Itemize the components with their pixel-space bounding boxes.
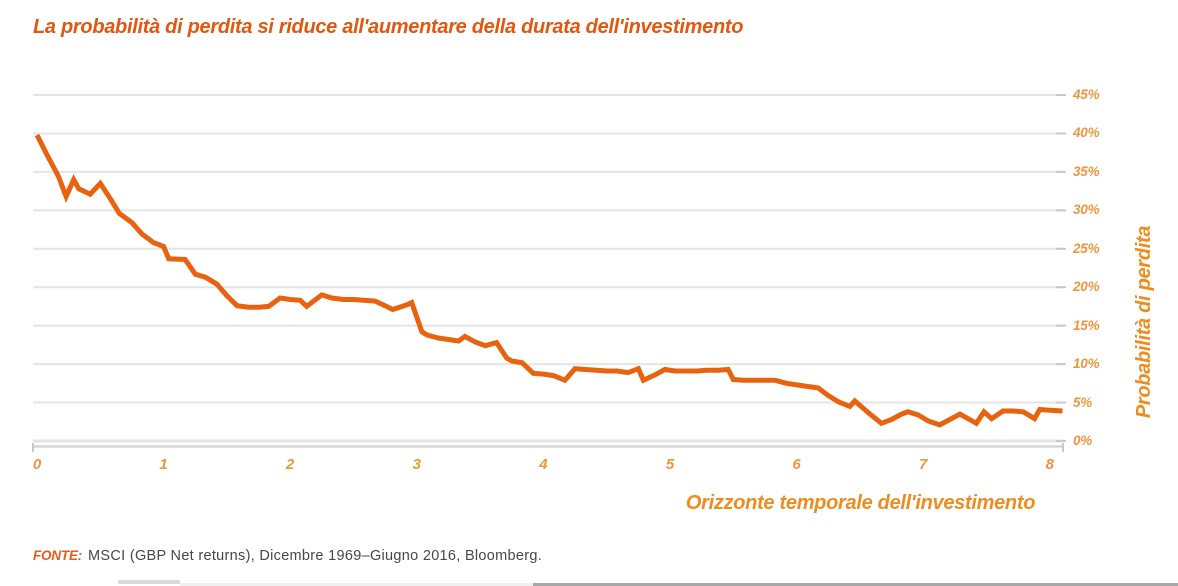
x-tick-label: 4	[539, 456, 548, 473]
x-tick-label: 5	[665, 456, 675, 473]
source-text: MSCI (GBP Net returns), Dicembre 1969–Gi…	[88, 548, 543, 564]
y-tick-label: 20%	[1073, 279, 1100, 295]
x-axis-title: Orizzonte temporale dell'investimento	[685, 492, 1036, 514]
bottom-edge-artifact-right	[533, 583, 1178, 586]
bottom-edge-artifact-left	[118, 580, 180, 584]
y-tick-label: 45%	[1073, 87, 1100, 102]
probability-line-series	[34, 133, 1063, 428]
source-note: FONTE: MSCI (GBP Net returns), Dicembre 1…	[33, 547, 542, 565]
x-tick-label: 3	[412, 456, 421, 473]
x-tick-label: 8	[1045, 456, 1054, 473]
x-tick-label: 1	[159, 456, 168, 473]
y-tick-label: 15%	[1073, 317, 1100, 333]
y-tick-label: 5%	[1073, 394, 1093, 410]
y-tick-label: 30%	[1073, 202, 1100, 218]
x-tick-label: 2	[286, 456, 295, 473]
x-tick-label: 6	[792, 456, 801, 473]
x-tick-label: 0	[32, 456, 42, 473]
y-tick-label: 0%	[1073, 433, 1093, 448]
x-tick-label: 7	[919, 456, 928, 473]
y-axis-title: Probabilità di perdita	[1133, 225, 1155, 419]
chart-title: La probabilità di perdita si riduce all'…	[33, 16, 744, 38]
y-tick-label: 35%	[1073, 163, 1100, 179]
source-label: FONTE:	[33, 548, 83, 563]
y-tick-label: 25%	[1073, 240, 1100, 256]
y-tick-label: 40%	[1073, 125, 1100, 141]
y-tick-label: 10%	[1073, 356, 1100, 372]
bottom-edge-artifact-center	[180, 583, 533, 586]
